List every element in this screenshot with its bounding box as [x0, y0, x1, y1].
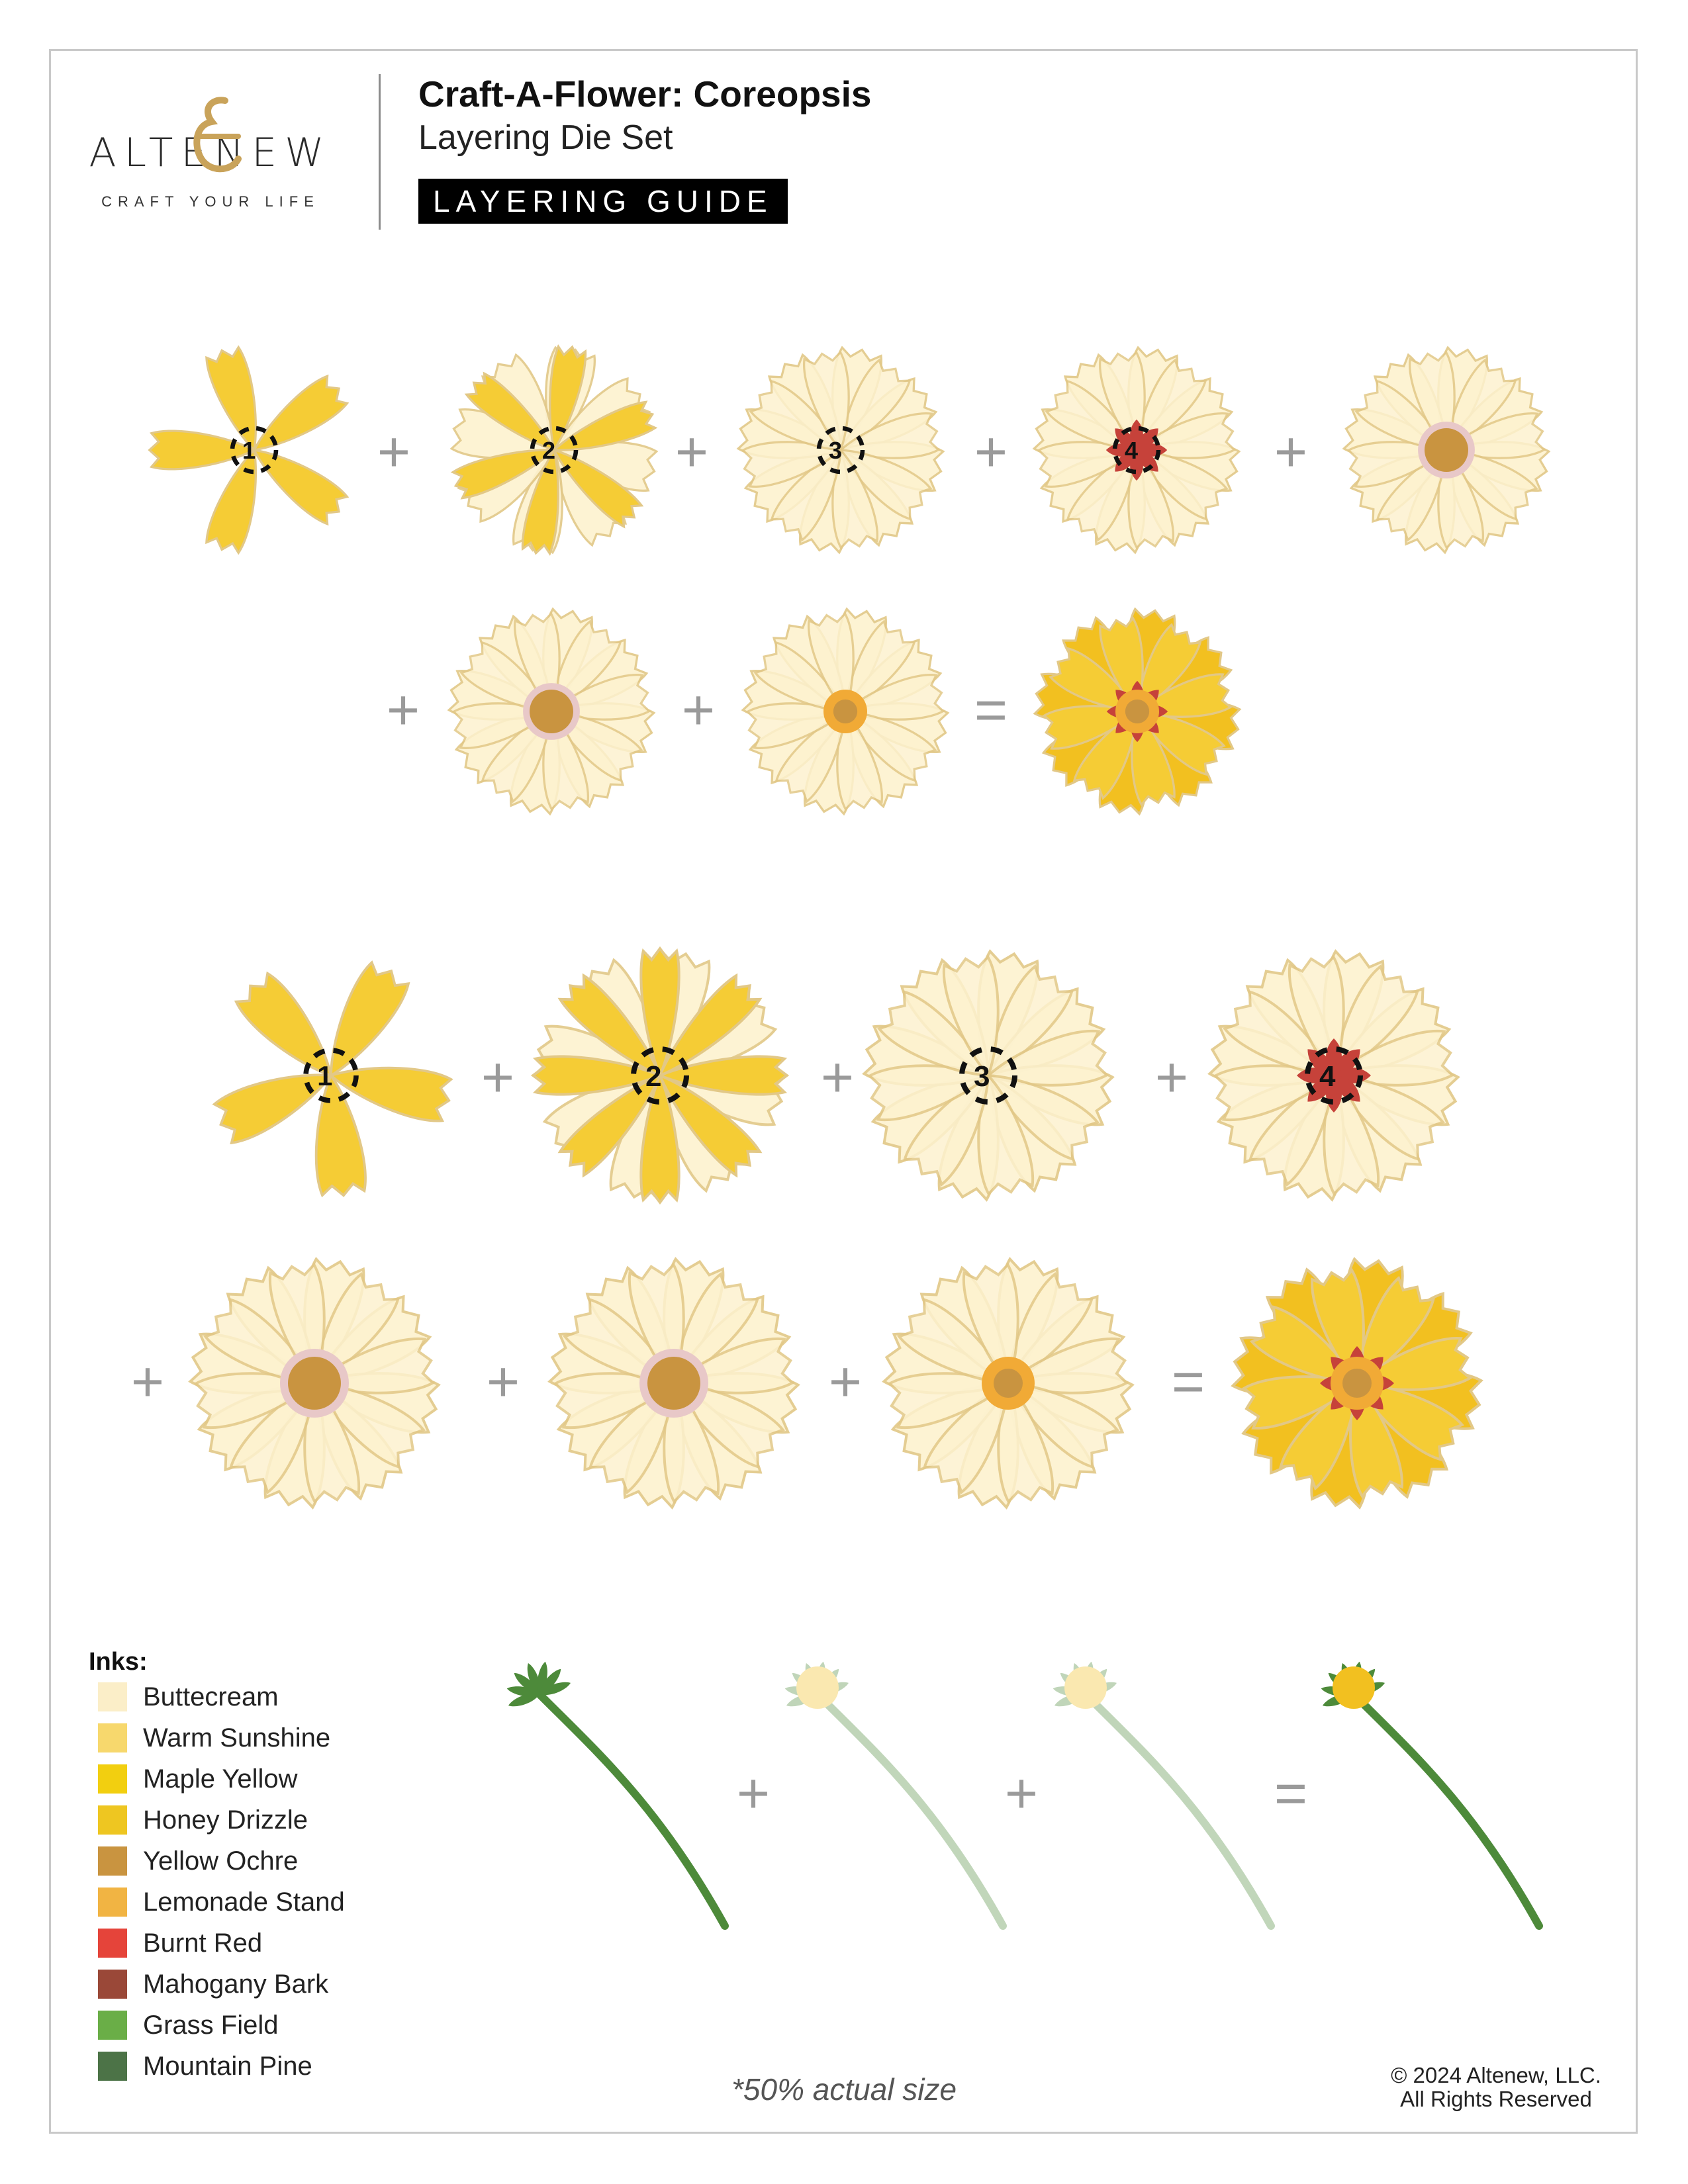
- ink-item: Warm Sunshine: [98, 1722, 330, 1754]
- inks-heading: Inks:: [89, 1648, 148, 1676]
- plus-sign: +: [828, 1350, 863, 1414]
- ink-swatch: [98, 2011, 127, 2040]
- plus-sign: +: [974, 420, 1008, 484]
- plus-sign: +: [1154, 1046, 1189, 1109]
- ink-item: Mountain Pine: [98, 2050, 312, 2082]
- svg-text:3: 3: [974, 1060, 990, 1093]
- ink-swatch: [98, 1970, 127, 1999]
- layering-guide-banner: LAYERING GUIDE: [418, 179, 788, 224]
- ink-swatch: [98, 1723, 127, 1752]
- flower-layer-4: 4: [1032, 345, 1241, 555]
- ink-item: Maple Yellow: [98, 1763, 298, 1795]
- svg-text:1: 1: [242, 437, 256, 464]
- plus-sign: +: [681, 678, 716, 742]
- plus-sign: +: [675, 420, 709, 484]
- flower-large-layer-3: 3: [862, 949, 1115, 1202]
- svg-text:4: 4: [1319, 1060, 1336, 1093]
- stem-assembled: [1321, 1661, 1543, 1930]
- svg-text:2: 2: [542, 437, 555, 464]
- stem-layer-3: [1053, 1661, 1275, 1930]
- ink-item: Lemonade Stand: [98, 1886, 345, 1918]
- flower-large-layer-6: [547, 1257, 800, 1510]
- equals-sign: =: [1274, 1762, 1308, 1825]
- plus-sign: +: [736, 1762, 771, 1825]
- ink-item: Honey Drizzle: [98, 1804, 308, 1836]
- ink-name: Maple Yellow: [143, 1764, 298, 1794]
- ink-swatch: [98, 1682, 127, 1711]
- ink-item: Burnt Red: [98, 1927, 262, 1959]
- ink-item: Buttecream: [98, 1681, 279, 1713]
- header-divider: [379, 74, 381, 230]
- plus-sign: +: [820, 1046, 855, 1109]
- page-subtitle: Layering Die Set: [418, 118, 673, 157]
- flower-large-layer-7: [882, 1257, 1135, 1510]
- equals-sign: =: [974, 678, 1008, 742]
- ink-name: Mahogany Bark: [143, 1969, 329, 1999]
- flower-assembled-small: [1033, 607, 1242, 816]
- plus-sign: +: [377, 420, 411, 484]
- plus-sign: +: [386, 678, 420, 742]
- flower-assembled-large: [1231, 1257, 1483, 1510]
- flower-layer-5: [1342, 345, 1551, 555]
- altenew-logo: ALTENEW CRAFT YOUR LIFE: [78, 97, 343, 218]
- ink-swatch: [98, 1805, 127, 1835]
- copyright-notice: © 2024 Altenew, LLC. All Rights Reserved: [1364, 2064, 1628, 2111]
- equals-sign: =: [1171, 1350, 1205, 1414]
- ink-name: Grass Field: [143, 2010, 279, 2040]
- ink-item: Mahogany Bark: [98, 1968, 328, 2000]
- ink-name: Yellow Ochre: [143, 1846, 299, 1876]
- ink-name: Mountain Pine: [143, 2051, 312, 2081]
- ink-name: Burnt Red: [143, 1928, 263, 1958]
- svg-text:2: 2: [645, 1060, 661, 1093]
- ink-swatch: [98, 1929, 127, 1958]
- copyright-line: © 2024 Altenew, LLC.: [1391, 2063, 1601, 2087]
- flower-large-layer-1: 1: [212, 960, 453, 1198]
- plus-sign: +: [1004, 1762, 1039, 1825]
- flower-layer-7: [741, 607, 950, 816]
- plus-sign: +: [1274, 420, 1308, 484]
- ink-swatch: [98, 1888, 127, 1917]
- flower-large-layer-4: 4: [1207, 949, 1460, 1202]
- plus-sign: +: [486, 1350, 520, 1414]
- stem-layer-1: [506, 1661, 729, 1930]
- stem-layer-2: [784, 1661, 1007, 1930]
- ink-swatch: [98, 2052, 127, 2081]
- rights-line: All Rights Reserved: [1400, 2087, 1592, 2111]
- ink-name: Buttecream: [143, 1682, 279, 1711]
- flower-layer-6: [447, 607, 656, 816]
- ink-name: Warm Sunshine: [143, 1723, 331, 1752]
- page-frame: [49, 49, 1638, 2134]
- ink-name: Lemonade Stand: [143, 1887, 345, 1917]
- ink-item: Yellow Ochre: [98, 1845, 298, 1877]
- flower-large-layer-5: [188, 1257, 441, 1510]
- flower-layer-2: 2: [449, 344, 659, 556]
- flower-layer-1: 1: [148, 345, 350, 555]
- svg-text:1: 1: [317, 1060, 332, 1091]
- ink-swatch: [98, 1846, 127, 1876]
- flower-large-layer-2: 2: [530, 946, 790, 1205]
- ink-name: Honey Drizzle: [143, 1805, 308, 1835]
- svg-text:4: 4: [1125, 437, 1138, 464]
- ink-item: Grass Field: [98, 2009, 279, 2041]
- ampersand-logo-mark: [193, 97, 242, 173]
- brand-tagline: CRAFT YOUR LIFE: [101, 193, 320, 210]
- plus-sign: +: [481, 1046, 515, 1109]
- ink-swatch: [98, 1764, 127, 1794]
- size-footnote: *50% actual size: [731, 2072, 957, 2107]
- svg-text:3: 3: [829, 437, 842, 464]
- flower-layer-3: 3: [736, 345, 945, 555]
- page-title: Craft-A-Flower: Coreopsis: [418, 73, 872, 114]
- plus-sign: +: [130, 1350, 165, 1414]
